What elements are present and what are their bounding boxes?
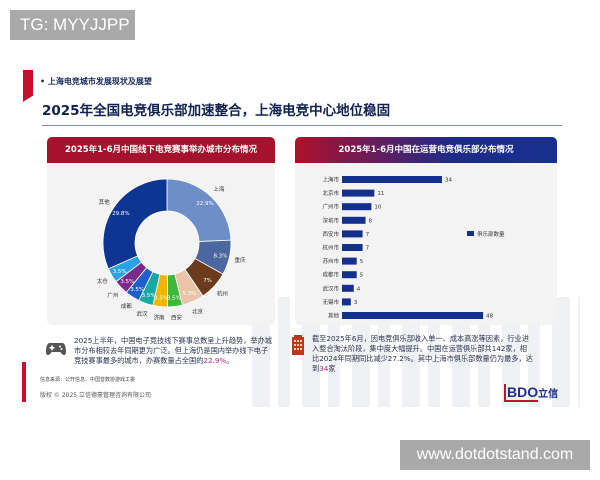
bar-chart: 上海市 34 北京市 11 广州市 10 深圳市 8 西安市 7 杭州市 7 苏州市 5 成都市 5 武汉市 4 无… [322, 176, 505, 320]
bar [342, 216, 366, 224]
slice-category-label: 广州 [107, 291, 118, 299]
slice-category-label: 武汉 [136, 310, 148, 318]
bar [342, 189, 375, 197]
pie-chart-card: 2025年1-6月中国线下电竞赛事举办城市分布情况 22.9% 上海 8.3% 重庆 7… [47, 137, 275, 325]
slice-value-label: 7% [203, 278, 212, 284]
slice-value-label: 5.3% [182, 291, 196, 297]
bar-value-label: 3 [354, 300, 358, 306]
legend-label: 俱乐部数量 [477, 230, 505, 238]
right-note-tail: 家 [328, 364, 336, 373]
slice-value-label: 3.5% [130, 287, 144, 293]
slice-category-label: 西安 [171, 313, 183, 321]
bar-chart-card: 2025年1-6月中国在运营电竞俱乐部分布情况 上海市 34 北京市 11 广州市 10 深… [295, 137, 557, 325]
bar-category-label: 武汉市 [322, 284, 339, 292]
bar-value-label: 48 [486, 314, 493, 320]
right-note-highlight: 34 [319, 364, 329, 373]
bar [342, 284, 354, 292]
bar-chart-title: 2025年1-6月中国在运营电竞俱乐部分布情况 [295, 137, 557, 163]
bar-category-label: 西安市 [322, 230, 339, 238]
logo-cn: 立信 [538, 389, 559, 400]
bar-category-label: 苏州市 [322, 257, 339, 265]
bar-category-label: 北京市 [322, 189, 339, 197]
legend-swatch [467, 231, 474, 236]
bar-value-label: 7 [366, 232, 370, 238]
slide-title: 2025年全国电竞俱乐部加速整合，上海电竞中心地位稳固 [42, 103, 391, 119]
bar-category-label: 广州市 [322, 203, 339, 211]
bdo-logo: BDO立信 [504, 384, 559, 402]
bar [342, 298, 351, 306]
building-icon [292, 335, 304, 355]
slice-category-label: 其他 [99, 198, 111, 206]
bar [342, 203, 372, 211]
slice-value-label: 8.3% [214, 254, 228, 260]
slice-value-label: 3.5% [120, 279, 134, 285]
slice-category-label: 北京 [192, 307, 204, 315]
bar-category-label: 其他 [328, 312, 340, 320]
slide: • 上海电竞城市发展现状及展望 2025年全国电竞俱乐部加速整合，上海电竞中心地… [22, 62, 580, 407]
accent-bar [23, 70, 33, 102]
bar-value-label: 34 [445, 178, 452, 184]
slice-value-label: 3.5% [113, 269, 127, 275]
bar-category-label: 成都市 [322, 271, 339, 279]
slice-category-label: 杭州 [217, 290, 228, 298]
bar [342, 230, 363, 238]
logo-text: BDO [504, 384, 539, 402]
title-divider [42, 125, 562, 126]
left-note-text: 2025上半年，中国电子竞技线下赛事总数呈上升趋势，举办城市分布相较去年同期更为… [74, 336, 272, 365]
slice-value-label: 29.8% [112, 211, 129, 217]
copyright: 版权 © 2025 立信德豪管理咨询有限公司 [40, 392, 151, 399]
pie-chart: 22.9% 上海 8.3% 重庆 7% 杭州 5.3% 北京 3.5% 西安 3.5% 济南 3.5% 武… [97, 178, 246, 322]
bar-value-label: 10 [374, 205, 381, 211]
slice-category-label: 济南 [154, 314, 166, 322]
slice-value-label: 3.5% [142, 293, 156, 299]
slice-value-label: 22.9% [196, 201, 213, 207]
bar [342, 312, 484, 319]
slice-category-label: 重庆 [234, 256, 246, 264]
right-note-text: 截至2025年6月，因电竞俱乐部收入单一、成本高涨等因素，行业进入整合淘汰阶段，… [312, 334, 533, 373]
right-note: 截至2025年6月，因电竞俱乐部收入单一、成本高涨等因素，行业进入整合淘汰阶段，… [312, 334, 534, 374]
bar-value-label: 8 [369, 218, 373, 224]
bar-category-label: 深圳市 [322, 216, 339, 224]
left-note: 2025上半年，中国电子竞技线下赛事总数呈上升趋势，举办城市分布相较去年同期更为… [74, 336, 274, 366]
slice-value-label: 3.5% [154, 296, 168, 302]
bar [342, 257, 357, 265]
slice-value-label: 3.5% [167, 296, 181, 302]
gamepad-icon [46, 343, 66, 356]
bar-category-label: 上海市 [322, 176, 339, 184]
watermark-bottom: www.dotdotstand.com [400, 440, 590, 470]
watermark-top: TG: MYYJJPP [10, 10, 135, 40]
bar-value-label: 11 [377, 191, 384, 197]
accent-bar-bottom [22, 362, 26, 402]
bar [342, 271, 357, 279]
bar-value-label: 4 [357, 286, 361, 292]
section-label: • 上海电竞城市发展现状及展望 [40, 77, 152, 86]
bar-value-label: 5 [360, 259, 364, 265]
left-note-highlight: 22.9% [203, 356, 227, 365]
bar-value-label: 5 [360, 273, 364, 279]
pie-chart-title: 2025年1-6月中国线下电竞赛事举办城市分布情况 [47, 137, 275, 163]
slice-category-label: 成都 [121, 302, 133, 310]
bar [342, 244, 363, 251]
bar-value-label: 7 [366, 246, 370, 252]
slice-category-label: 上海 [213, 185, 225, 193]
pie-slice [102, 178, 168, 270]
bar-category-label: 杭州市 [322, 244, 339, 252]
source-note: 信息来源：公开信息、中国音数协游戏工委 [40, 377, 136, 383]
bar [342, 176, 442, 183]
slice-category-label: 太仓 [97, 277, 109, 285]
left-note-tail: 。 [226, 356, 234, 365]
bar-category-label: 无锡市 [322, 298, 339, 306]
